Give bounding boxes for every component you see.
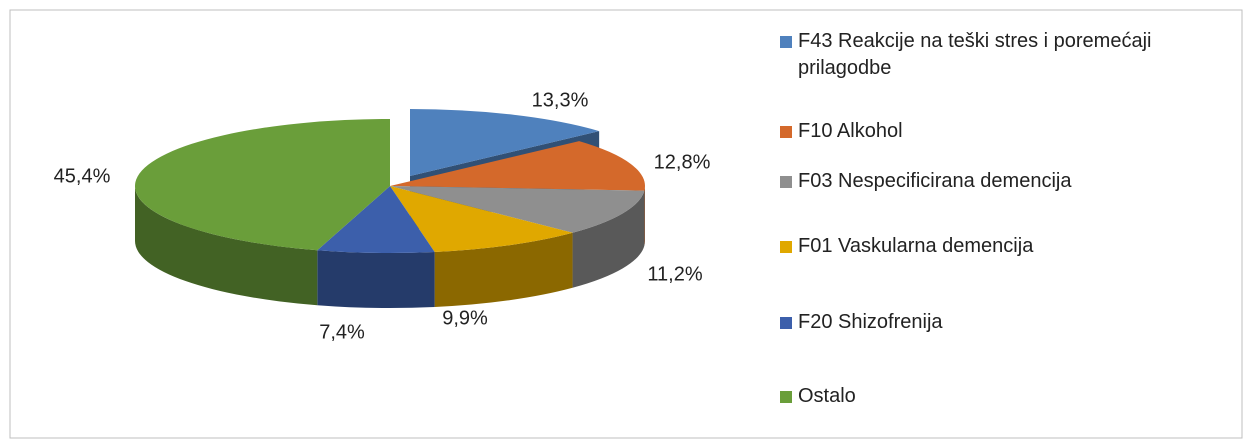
legend-swatch	[780, 126, 792, 138]
legend-item: F03 Nespecificirana demencija	[780, 168, 1180, 195]
data-label: 13,3%	[532, 89, 589, 111]
pie-slice-side	[317, 250, 435, 308]
pie-slice	[390, 186, 645, 233]
legend-item: F01 Vaskularna demencija	[780, 233, 1180, 260]
legend-item: F20 Shizofrenija	[780, 309, 1180, 336]
pie-slice	[317, 186, 435, 253]
legend-item: Ostalo	[780, 383, 1180, 410]
data-label: 45,4%	[54, 165, 111, 187]
pie-slice	[410, 109, 600, 176]
pie-slice	[390, 186, 573, 252]
data-label: 9,9%	[442, 307, 488, 329]
pie-slice	[135, 119, 390, 251]
data-label: 7,4%	[319, 321, 365, 343]
legend-label: F20 Shizofrenija	[798, 311, 943, 333]
legend-label: F43 Reakcije na teški stres i poremećaji…	[798, 30, 1152, 79]
legend-label: F10 Alkohol	[798, 120, 903, 142]
legend-label: F03 Nespecificirana demencija	[798, 170, 1072, 192]
data-label: 11,2%	[647, 263, 702, 285]
data-label: 12,8%	[654, 151, 711, 173]
legend-item: F10 Alkohol	[780, 118, 1180, 145]
legend-swatch	[780, 176, 792, 188]
pie-slice-side	[572, 190, 645, 288]
legend-swatch	[780, 391, 792, 403]
pie-slice-side	[644, 186, 645, 246]
pie-slice	[390, 141, 645, 191]
legend-label: F01 Vaskularna demencija	[798, 235, 1034, 257]
legend-label: Ostalo	[798, 385, 856, 407]
pie-slice-side	[135, 186, 318, 306]
legend-swatch	[780, 317, 792, 329]
legend-item: F43 Reakcije na teški stres i poremećaji…	[780, 28, 1180, 82]
legend-swatch	[780, 36, 792, 48]
legend-swatch	[780, 241, 792, 253]
pie-slice-side	[434, 232, 573, 307]
